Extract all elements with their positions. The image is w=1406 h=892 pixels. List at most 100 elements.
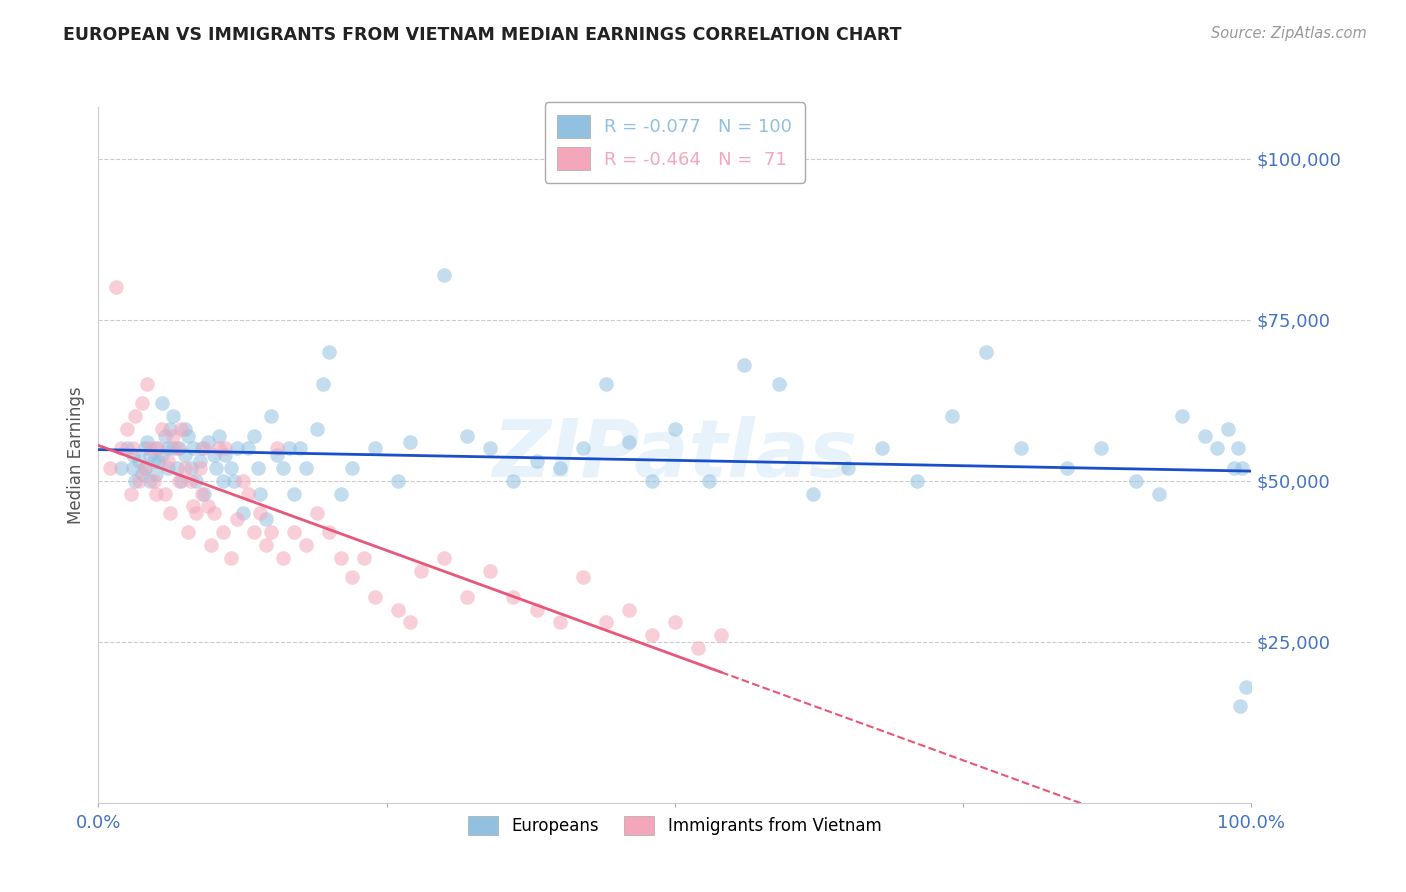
Point (1090, 442, 1112, 456)
Point (167, 442, 190, 456)
Point (1010, 442, 1032, 456)
Point (479, 564, 502, 578)
Point (768, 377, 790, 392)
Point (177, 525, 200, 540)
Point (150, 422, 173, 436)
Point (174, 422, 197, 436)
Point (110, 442, 132, 456)
Point (318, 525, 340, 540)
Point (122, 448, 145, 462)
Point (191, 486, 214, 500)
Point (208, 442, 231, 456)
Point (1223, 460, 1246, 475)
Point (167, 474, 190, 488)
Point (212, 525, 235, 540)
Point (733, 358, 755, 372)
Point (266, 448, 288, 462)
Point (191, 442, 214, 456)
Text: Source: ZipAtlas.com: Source: ZipAtlas.com (1211, 26, 1367, 41)
Point (1056, 460, 1078, 475)
Point (641, 474, 664, 488)
Point (214, 448, 236, 462)
Point (219, 460, 242, 475)
Point (433, 551, 456, 566)
Point (526, 602, 548, 616)
Point (329, 486, 352, 500)
Point (156, 460, 179, 475)
Point (283, 525, 305, 540)
Point (134, 460, 156, 475)
Point (664, 422, 686, 436)
Point (243, 525, 266, 540)
Point (641, 628, 664, 642)
Point (155, 428, 177, 442)
Point (181, 500, 204, 514)
Point (156, 442, 179, 456)
Text: EUROPEAN VS IMMIGRANTS FROM VIETNAM MEDIAN EARNINGS CORRELATION CHART: EUROPEAN VS IMMIGRANTS FROM VIETNAM MEDI… (63, 26, 901, 44)
Point (162, 442, 184, 456)
Point (197, 435, 219, 450)
Point (128, 454, 150, 468)
Point (271, 551, 294, 566)
Point (1230, 460, 1253, 475)
Point (124, 474, 146, 488)
Point (1171, 409, 1194, 424)
Point (1147, 486, 1170, 500)
Point (186, 474, 208, 488)
Point (271, 460, 294, 475)
Point (312, 377, 335, 392)
Point (208, 428, 231, 442)
Point (202, 506, 225, 520)
Point (617, 602, 640, 616)
Point (664, 615, 686, 630)
Point (595, 377, 617, 392)
Point (193, 442, 215, 456)
Point (225, 442, 247, 456)
Point (1234, 680, 1257, 694)
Point (155, 486, 177, 500)
Point (186, 506, 208, 520)
Point (231, 506, 254, 520)
Point (243, 428, 266, 442)
Point (159, 506, 181, 520)
Point (1226, 442, 1249, 456)
Point (249, 486, 271, 500)
Point (131, 467, 153, 482)
Point (200, 538, 222, 552)
Point (329, 551, 352, 566)
Text: ZIPatlas: ZIPatlas (492, 416, 858, 494)
Point (202, 448, 225, 462)
Point (307, 506, 329, 520)
Point (1194, 428, 1216, 442)
Point (148, 454, 170, 468)
Point (214, 442, 236, 456)
Point (170, 422, 193, 436)
Point (174, 448, 197, 462)
Point (188, 454, 211, 468)
Point (180, 460, 202, 475)
Point (1125, 474, 1147, 488)
Point (456, 590, 478, 604)
Point (387, 474, 409, 488)
Point (150, 448, 173, 462)
Point (364, 590, 387, 604)
Point (139, 448, 162, 462)
Point (266, 442, 288, 456)
Point (254, 512, 277, 526)
Point (145, 486, 167, 500)
Point (571, 442, 593, 456)
Point (433, 268, 456, 282)
Point (872, 442, 894, 456)
Point (238, 486, 260, 500)
Point (548, 615, 571, 630)
Point (162, 428, 184, 442)
Point (837, 460, 859, 475)
Point (502, 590, 524, 604)
Point (181, 442, 204, 456)
Point (295, 460, 318, 475)
Point (128, 474, 150, 488)
Point (224, 474, 246, 488)
Point (340, 570, 363, 584)
Point (142, 454, 165, 468)
Point (905, 474, 928, 488)
